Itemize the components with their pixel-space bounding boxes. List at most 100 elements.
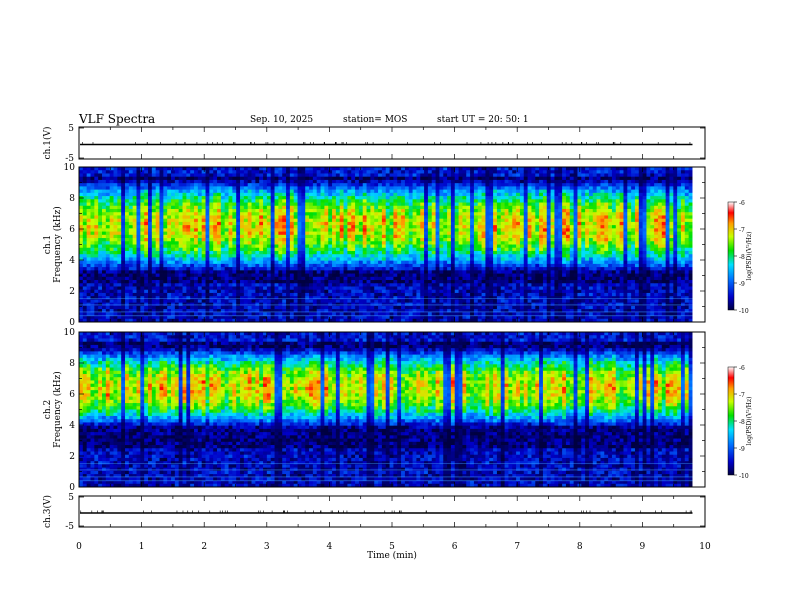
spectrogram-cell bbox=[297, 238, 302, 242]
spectrogram-cell bbox=[236, 276, 241, 281]
spectrogram-cell bbox=[431, 196, 436, 200]
spectrogram-cell bbox=[148, 312, 153, 316]
spectrogram-cell bbox=[408, 318, 413, 323]
spectrogram-cell bbox=[362, 241, 367, 245]
spectrogram-cell bbox=[355, 225, 360, 229]
spectrogram-cell bbox=[358, 286, 364, 291]
spectrogram-cell bbox=[450, 280, 456, 284]
spectrogram-cell bbox=[79, 225, 84, 229]
spectrogram-cell bbox=[355, 179, 360, 184]
spectrogram-cell bbox=[86, 173, 91, 178]
spectrogram-cell bbox=[148, 218, 153, 223]
spectrogram-cell bbox=[332, 280, 337, 284]
spectrogram-cell bbox=[362, 215, 367, 220]
spectrogram-cell bbox=[435, 183, 440, 187]
spectrogram-cell bbox=[94, 212, 99, 216]
spectrogram-cell bbox=[82, 318, 88, 323]
spectrogram-cell bbox=[378, 170, 383, 174]
spectrogram-cell bbox=[408, 309, 413, 313]
spectrogram-cell bbox=[339, 238, 344, 242]
spectrogram-cell bbox=[171, 228, 176, 232]
spectrogram-cell bbox=[320, 173, 325, 178]
spectrogram-cell bbox=[435, 318, 440, 323]
spectrogram-cell bbox=[144, 289, 149, 294]
spectrogram-cell bbox=[385, 260, 390, 265]
spectrogram-cell bbox=[194, 257, 199, 262]
spectrogram-cell bbox=[355, 305, 360, 310]
spectrogram-cell bbox=[113, 286, 118, 291]
spectrogram-cell bbox=[416, 286, 421, 291]
spectrogram-cell bbox=[167, 257, 172, 262]
spectrogram-cell bbox=[343, 302, 348, 307]
spectrogram-cell bbox=[186, 305, 191, 310]
spectrogram-cell bbox=[393, 186, 398, 191]
spectrogram-cell bbox=[439, 244, 444, 249]
spectrogram-cell bbox=[102, 309, 107, 313]
spectrogram-cell bbox=[301, 257, 306, 262]
spectrogram-cell bbox=[328, 250, 333, 255]
spectrogram-cell bbox=[397, 312, 402, 316]
spectrogram-cell bbox=[98, 189, 103, 194]
spectrogram-cell bbox=[102, 273, 107, 278]
spectrogram-cell bbox=[220, 238, 226, 242]
spectrogram-cell bbox=[251, 250, 256, 255]
spectrogram-cell bbox=[427, 170, 433, 174]
spectrogram-cell bbox=[171, 173, 176, 178]
spectrogram-cell bbox=[217, 276, 222, 281]
spectrogram-cell bbox=[140, 192, 145, 197]
spectrogram-cell bbox=[286, 173, 291, 178]
spectrogram-cell bbox=[435, 315, 440, 320]
spectrogram-cell bbox=[86, 215, 91, 220]
spectrogram-cell bbox=[263, 221, 268, 226]
spectrogram-cell bbox=[86, 218, 91, 223]
spectrogram-cell bbox=[339, 208, 344, 213]
spectrogram-cell bbox=[243, 208, 249, 213]
spectrogram-cell bbox=[427, 267, 433, 271]
spectrogram-cell bbox=[178, 241, 183, 245]
spectrogram-cell bbox=[450, 296, 456, 300]
spectrogram-cell bbox=[278, 186, 283, 191]
spectrogram-cell bbox=[366, 205, 371, 210]
spectrogram-cell bbox=[328, 276, 333, 281]
spectrogram-cell bbox=[201, 296, 206, 300]
spectrogram-cell bbox=[182, 267, 187, 271]
spectrogram-cell bbox=[324, 286, 329, 291]
spectrogram-cell bbox=[82, 296, 88, 300]
spectrogram-cell bbox=[454, 218, 459, 223]
spectrogram-cell bbox=[335, 234, 341, 239]
spectrogram-cell bbox=[132, 241, 137, 245]
spectrogram-cell bbox=[332, 305, 337, 310]
spectrogram-cell bbox=[335, 296, 341, 300]
spectrogram-cell bbox=[305, 289, 310, 294]
spectrogram-cell bbox=[362, 267, 367, 271]
spectrogram-cell bbox=[243, 276, 249, 281]
spectrogram-cell bbox=[117, 263, 122, 268]
spectrogram-cell bbox=[105, 299, 111, 304]
spectrogram-cell bbox=[174, 196, 180, 200]
spectrogram-cell bbox=[278, 173, 283, 178]
spectrogram-cell bbox=[255, 176, 260, 181]
spectrogram-cell bbox=[243, 312, 249, 316]
spectrogram-cell bbox=[155, 212, 160, 216]
spectrogram-cell bbox=[408, 179, 413, 184]
spectrogram-cell bbox=[454, 276, 459, 281]
spectrogram-cell bbox=[148, 273, 153, 278]
spectrogram-cell bbox=[201, 312, 206, 316]
spectrogram-cell bbox=[278, 254, 283, 258]
spectrogram-cell bbox=[312, 257, 318, 262]
spectrogram-cell bbox=[332, 267, 337, 271]
spectrogram-cell bbox=[332, 196, 337, 200]
spectrogram-cell bbox=[447, 283, 452, 287]
spectrogram-cell bbox=[140, 257, 145, 262]
spectrogram-cell bbox=[186, 208, 191, 213]
spectrogram-cell bbox=[305, 192, 310, 197]
spectrogram-cell bbox=[462, 250, 467, 255]
spectrogram-cell bbox=[427, 312, 433, 316]
spectrogram-cell bbox=[79, 244, 84, 249]
spectrogram-cell bbox=[443, 244, 448, 249]
spectrogram-cell bbox=[128, 299, 134, 304]
spectrogram-cell bbox=[224, 192, 229, 197]
spectrogram-cell bbox=[79, 296, 84, 300]
spectrogram-cell bbox=[255, 302, 260, 307]
